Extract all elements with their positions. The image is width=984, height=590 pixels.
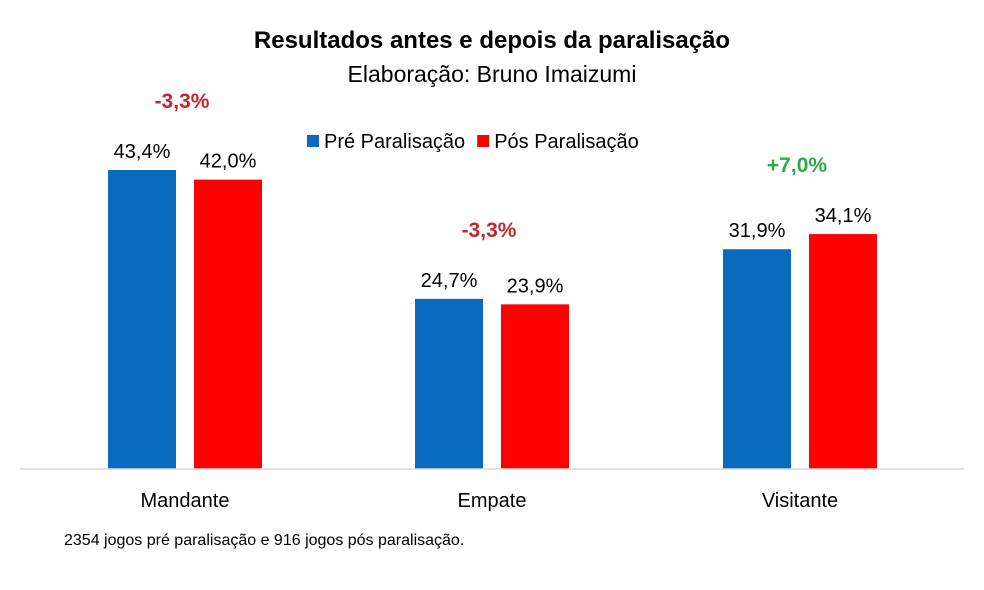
value-label-pre-paralisacao-empate: 24,7% [421,270,478,292]
change-labels-group: -3,3% -3,3% +7,0% [155,90,828,242]
bar-pos-paralisacao-empate [501,304,569,469]
bar-pos-paralisacao-visitante [809,234,877,469]
change-annotation-visitante: +7,0% [767,154,827,177]
change-annotation-mandante: -3,3% [155,90,210,113]
legend-item-pos-paralisacao: Pós Paralisação [477,131,639,153]
category-labels-group: Mandante Empate Visitante [141,490,839,512]
value-label-pos-paralisacao-empate: 23,9% [507,275,564,297]
chart-legend: Pré Paralisação Pós Paralisação [307,131,639,153]
bar-pos-paralisacao-mandante [194,179,262,470]
value-label-pre-paralisacao-visitante: 31,9% [729,220,786,242]
value-label-pre-paralisacao-mandante: 43,4% [114,141,171,163]
chart-subtitle: Elaboração: Bruno Imaizumi [348,61,637,87]
footnote: 2354 jogos pré paralisação e 916 jogos p… [64,532,464,549]
chart-title: Resultados antes e depois da paralisação [254,27,730,54]
legend-item-pre-paralisacao: Pré Paralisação [307,131,465,153]
category-label-visitante: Visitante [762,490,838,512]
change-annotation-empate: -3,3% [462,219,517,242]
bar-pre-paralisacao-empate [415,298,483,469]
legend-label-pos-paralisacao: Pós Paralisação [494,131,639,153]
value-labels-group: 43,4% 42,0% 24,7% 23,9% 31,9% 34,1% [114,141,872,297]
category-label-empate: Empate [458,490,527,512]
value-label-pos-paralisacao-visitante: 34,1% [815,205,872,227]
legend-swatch-pre-paralisacao [307,135,319,147]
legend-label-pre-paralisacao: Pré Paralisação [324,131,465,153]
value-label-pos-paralisacao-mandante: 42,0% [200,151,257,173]
legend-swatch-pos-paralisacao [477,135,490,147]
bar-pre-paralisacao-visitante [723,249,791,469]
category-label-mandante: Mandante [141,490,230,512]
bar-pre-paralisacao-mandante [108,170,176,469]
bars-group [108,170,877,470]
